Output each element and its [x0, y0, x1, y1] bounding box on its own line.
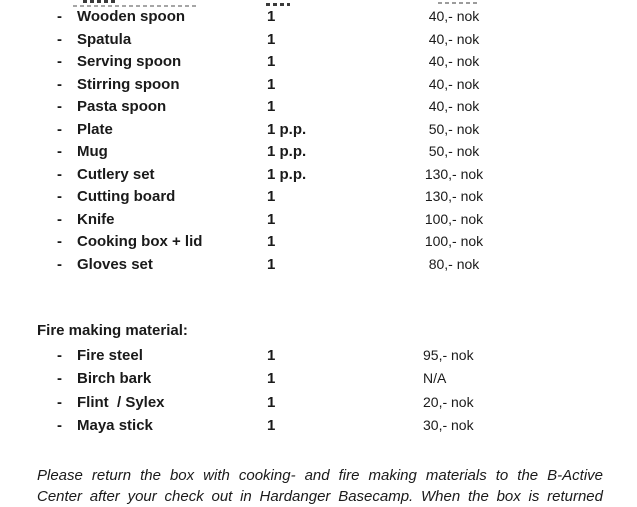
item-price: 100,- nok	[424, 233, 484, 249]
list-bullet: -	[57, 370, 62, 387]
item-quantity: 1	[267, 53, 276, 70]
table-row: - Mug 1 p.p. 50,- nok	[0, 140, 637, 163]
table-row: - Plate 1 p.p. 50,- nok	[0, 118, 637, 141]
table-row: - Fire steel 1 95,- nok	[0, 344, 637, 367]
list-bullet: -	[57, 417, 62, 434]
list-bullet: -	[57, 75, 62, 93]
clipped-row-remnant	[83, 0, 115, 3]
list-bullet: -	[57, 143, 62, 160]
table-row: - Cooking box + lid 1 100,- nok	[0, 230, 637, 253]
clipped-row-remnant	[73, 5, 197, 7]
list-bullet: -	[57, 255, 62, 273]
item-label: Maya stick	[77, 417, 153, 434]
item-price: 80,- nok	[428, 255, 480, 272]
item-label: Cooking box + lid	[77, 233, 203, 250]
item-quantity: 1	[267, 370, 276, 387]
item-quantity: 1	[267, 210, 276, 228]
table-row: - Wooden spoon 1 40,- nok	[0, 5, 637, 28]
item-price: 40,- nok	[428, 8, 480, 24]
item-price: 40,- nok	[428, 30, 480, 47]
item-label: Plate	[77, 120, 113, 138]
list-bullet: -	[57, 8, 62, 25]
item-quantity: 1	[267, 98, 276, 115]
table-row: - Birch bark 1 N/A	[0, 367, 637, 390]
table-row: - Maya stick 1 30,- nok	[0, 414, 637, 437]
list-bullet: -	[57, 347, 62, 364]
table-row: - Cutlery set 1 p.p. 130,- nok	[0, 163, 637, 186]
list-bullet: -	[57, 233, 62, 250]
item-quantity: 1	[267, 233, 276, 250]
section-heading-fire-making-material: Fire making material:	[37, 322, 188, 339]
item-price: 95,- nok	[423, 347, 474, 363]
table-row: - Knife 1 100,- nok	[0, 208, 637, 231]
list-bullet: -	[57, 53, 62, 70]
item-label: Fire steel	[77, 347, 143, 364]
item-price: 50,- nok	[428, 143, 480, 159]
item-label: Pasta spoon	[77, 98, 167, 115]
item-price: 40,- nok	[428, 53, 480, 69]
item-quantity: 1	[267, 394, 276, 411]
item-label: Birch bark	[77, 370, 152, 387]
clipped-row-remnant	[266, 3, 290, 6]
item-quantity: 1	[267, 255, 276, 273]
item-label: Cutting board	[77, 188, 176, 205]
table-row: - Spatula 1 40,- nok	[0, 28, 637, 51]
item-price: N/A	[423, 370, 447, 386]
list-bullet: -	[57, 165, 62, 183]
table-row: - Pasta spoon 1 40,- nok	[0, 95, 637, 118]
item-price: 130,- nok	[424, 165, 484, 182]
item-label: Knife	[77, 210, 115, 228]
item-quantity: 1	[267, 188, 276, 205]
item-price: 130,- nok	[424, 188, 484, 204]
clipped-row-remnant	[438, 2, 478, 4]
item-label: Flint / Sylex	[77, 394, 165, 411]
list-bullet: -	[57, 210, 62, 228]
list-bullet: -	[57, 188, 62, 205]
item-quantity: 1 p.p.	[267, 120, 307, 138]
item-label: Spatula	[77, 30, 132, 48]
list-bullet: -	[57, 394, 62, 411]
footer-paragraph-line: Center after your check out in Hardanger…	[37, 488, 603, 505]
list-bullet: -	[57, 30, 62, 48]
item-price: 50,- nok	[428, 120, 480, 137]
item-quantity: 1	[267, 30, 276, 48]
table-row: - Gloves set 1 80,- nok	[0, 253, 637, 276]
list-bullet: -	[57, 98, 62, 115]
item-price: 100,- nok	[424, 210, 484, 227]
list-bullet: -	[57, 120, 62, 138]
item-quantity: 1 p.p.	[267, 143, 307, 160]
footer-paragraph-line: Please return the box with cooking- and …	[37, 467, 603, 484]
table-row: - Cutting board 1 130,- nok	[0, 185, 637, 208]
item-label: Wooden spoon	[77, 8, 186, 25]
item-label: Stirring spoon	[77, 75, 180, 93]
item-quantity: 1 p.p.	[267, 165, 307, 183]
item-price: 30,- nok	[423, 417, 474, 433]
item-quantity: 1	[267, 75, 276, 93]
item-label: Gloves set	[77, 255, 153, 273]
item-label: Serving spoon	[77, 53, 182, 70]
table-row: - Stirring spoon 1 40,- nok	[0, 73, 637, 96]
item-label: Mug	[77, 143, 108, 160]
item-price: 40,- nok	[428, 75, 480, 92]
item-quantity: 1	[267, 347, 276, 364]
item-price: 40,- nok	[428, 98, 480, 114]
table-row: - Serving spoon 1 40,- nok	[0, 50, 637, 73]
item-price: 20,- nok	[423, 394, 474, 410]
item-label: Cutlery set	[77, 165, 155, 183]
item-quantity: 1	[267, 8, 276, 25]
item-quantity: 1	[267, 417, 276, 434]
table-row: - Flint / Sylex 1 20,- nok	[0, 391, 637, 414]
